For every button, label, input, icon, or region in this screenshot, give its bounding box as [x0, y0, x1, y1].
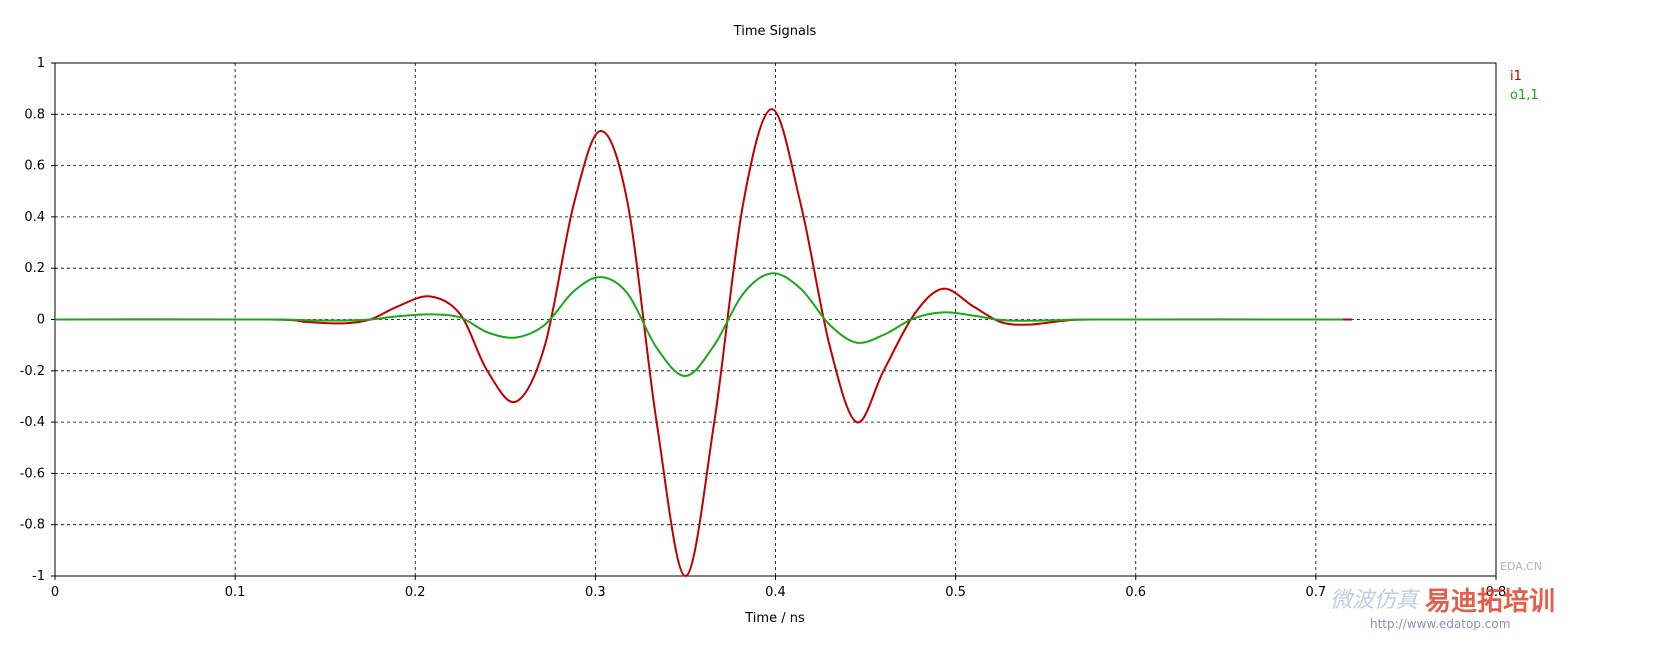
x-tick-label: 0.4	[765, 585, 786, 600]
y-tick-label: 0.4	[24, 210, 45, 225]
watermark-right-text: 易迪拓培训	[1425, 587, 1555, 617]
chart-title: Time Signals	[733, 24, 817, 39]
watermark: EDA.CN 微波仿真 易迪拓培训 http://www.edatop.com	[1330, 560, 1555, 631]
x-tick-label: 0.7	[1306, 585, 1327, 600]
series-line-i1	[54, 108, 1352, 577]
x-tick-labels: 0 0.1 0.2 0.3 0.4 0.5 0.6 0.7 0.8	[51, 576, 1506, 600]
y-tick-label: 0.8	[24, 107, 45, 122]
y-tick-label: -1	[32, 569, 45, 584]
legend-entry: i1	[1510, 69, 1522, 84]
x-tick-label: 0.1	[225, 585, 246, 600]
legend-entry: o1,1	[1510, 88, 1539, 103]
watermark-top-text: EDA.CN	[1500, 560, 1542, 573]
x-tick-label: 0.8	[1486, 585, 1507, 600]
legend: i1 o1,1	[1510, 69, 1539, 103]
series-line-o1-1	[54, 272, 1343, 377]
y-tick-label: -0.6	[20, 466, 45, 481]
x-tick-label: 0.6	[1125, 585, 1146, 600]
y-tick-label: -0.4	[20, 415, 45, 430]
x-tick-label: 0.3	[585, 585, 606, 600]
x-axis-label: Time / ns	[744, 611, 805, 626]
y-tick-label: 0.2	[24, 261, 45, 276]
y-tick-label: 0.6	[24, 159, 45, 174]
y-tick-labels: 1 0.8 0.6 0.4 0.2 0 -0.2 -0.4 -0.6 -0.8 -1	[20, 56, 55, 584]
y-tick-label: -0.2	[20, 364, 45, 379]
y-tick-label: 1	[37, 56, 45, 71]
y-tick-label: 0	[37, 313, 45, 328]
watermark-url-text: http://www.edatop.com	[1370, 617, 1510, 631]
x-tick-label: 0	[51, 585, 59, 600]
watermark-left-text: 微波仿真	[1330, 588, 1421, 613]
y-tick-label: -0.8	[20, 518, 45, 533]
series-layer	[54, 108, 1352, 577]
x-tick-label: 0.2	[405, 585, 426, 600]
x-tick-label: 0.5	[945, 585, 966, 600]
